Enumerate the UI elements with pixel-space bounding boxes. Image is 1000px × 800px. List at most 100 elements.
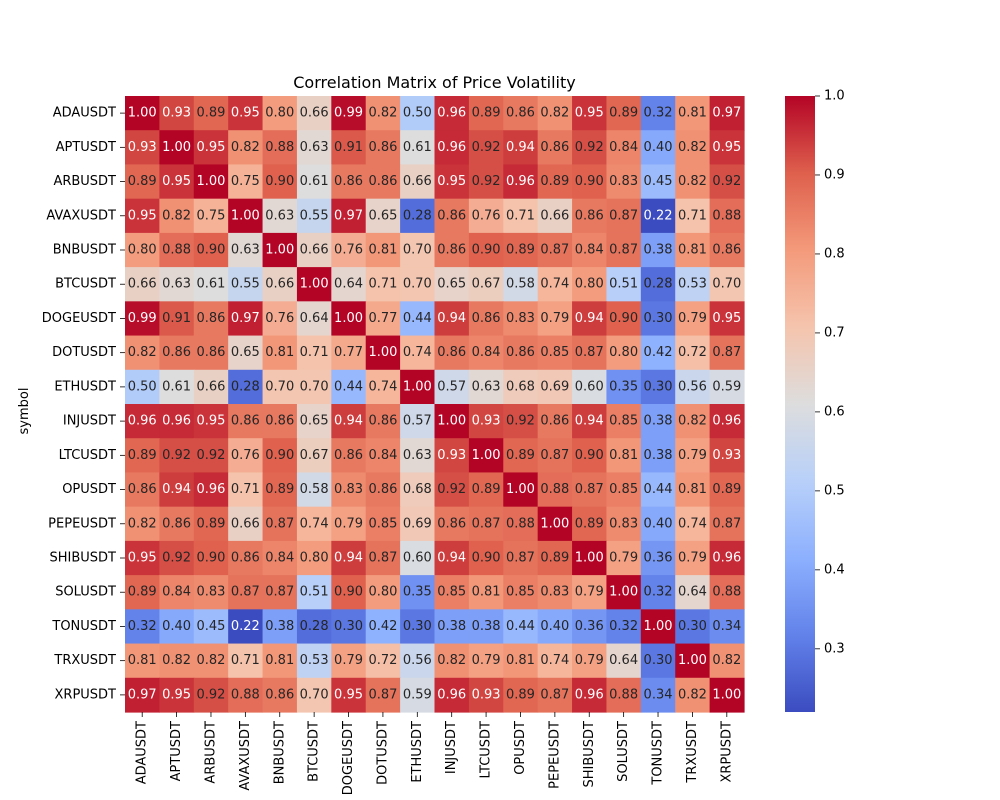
cell-value-label: 0.80 <box>368 585 397 600</box>
cell-value-label: 0.95 <box>712 311 741 326</box>
heatmap-cell <box>159 96 195 131</box>
cell-value-label: 0.79 <box>472 653 501 668</box>
cell-value-label: 0.61 <box>403 140 432 155</box>
heatmap-cell <box>331 643 367 679</box>
cell-value-label: 1.00 <box>712 687 741 702</box>
cell-value-label: 0.30 <box>334 619 363 634</box>
x-tick-label: TRXUSDT <box>685 721 700 784</box>
y-tick-label: PEPEUSDT <box>48 516 116 531</box>
cell-value-label: 1.00 <box>196 174 225 189</box>
cell-value-label: 0.28 <box>644 277 673 292</box>
cell-value-label: 0.40 <box>644 140 673 155</box>
x-tick-label: SOLUSDT <box>616 721 631 782</box>
cell-value-label: 0.84 <box>575 243 604 258</box>
cell-value-label: 0.69 <box>403 516 432 531</box>
cell-value-label: 1.00 <box>575 551 604 566</box>
heatmap-cell <box>606 96 642 131</box>
heatmap-cell <box>606 164 642 200</box>
heatmap-cell <box>125 267 160 302</box>
heatmap-cell <box>709 369 745 405</box>
heatmap-cell <box>159 267 195 302</box>
cell-value-label: 0.82 <box>678 414 707 429</box>
heatmap-cell <box>640 96 676 131</box>
heatmap-cell <box>193 267 229 302</box>
heatmap-cell <box>331 267 367 302</box>
heatmap-cell <box>159 198 195 234</box>
cell-value-label: 0.89 <box>506 243 535 258</box>
cell-value-label: 0.96 <box>575 687 604 702</box>
heatmap-cell <box>159 164 195 200</box>
cell-value-label: 0.66 <box>300 243 329 258</box>
cell-value-label: 0.99 <box>334 106 363 121</box>
cell-value-label: 0.95 <box>334 687 363 702</box>
cell-value-label: 1.00 <box>368 345 397 360</box>
heatmap-cell <box>572 232 608 268</box>
colorbar: 0.3 0.4 0.5 0.6 0.7 0.8 0.9 1.0 <box>785 89 845 712</box>
heatmap-cell <box>262 96 298 131</box>
heatmap-cell <box>537 267 573 302</box>
cell-value-label: 0.89 <box>540 174 569 189</box>
cell-value-label: 0.68 <box>506 379 535 394</box>
x-tick-label: INJUSDT <box>444 721 459 774</box>
heatmap-cell <box>640 472 676 508</box>
heatmap-cell <box>675 335 711 371</box>
heatmap-cell <box>193 506 229 542</box>
heatmap-cell <box>503 643 539 679</box>
cell-value-label: 0.89 <box>265 482 294 497</box>
cell-value-label: 0.79 <box>334 516 363 531</box>
heatmap-cell <box>434 540 470 576</box>
cell-value-label: 0.74 <box>300 516 329 531</box>
cell-value-label: 0.82 <box>678 687 707 702</box>
heatmap-cell <box>228 335 264 371</box>
cell-value-label: 0.79 <box>334 653 363 668</box>
heatmap-cell <box>572 130 608 166</box>
heatmap-cell <box>503 267 539 302</box>
cell-value-label: 0.63 <box>265 208 294 223</box>
cell-value-label: 0.59 <box>403 687 432 702</box>
heatmap-cell <box>193 96 229 131</box>
cell-value-label: 0.81 <box>128 653 157 668</box>
cell-value-label: 0.66 <box>403 174 432 189</box>
cell-value-label: 0.83 <box>540 585 569 600</box>
cell-value-label: 0.85 <box>368 516 397 531</box>
heatmap-cell <box>193 130 229 166</box>
heatmap-cell <box>193 198 229 234</box>
heatmap-cell <box>193 232 229 268</box>
heatmap-cell <box>606 609 642 645</box>
cell-value-label: 0.55 <box>300 208 329 223</box>
heatmap-cell <box>572 438 608 474</box>
heatmap-cell <box>193 404 229 439</box>
heatmap-cell <box>365 130 401 166</box>
heatmap-cell <box>331 96 367 131</box>
heatmap-cell <box>400 438 436 474</box>
cell-value-label: 1.00 <box>300 277 329 292</box>
heatmap-cell <box>262 164 298 200</box>
cell-value-label: 0.38 <box>644 448 673 463</box>
heatmap-cell <box>606 369 642 405</box>
heatmap-cell <box>400 472 436 508</box>
cell-value-label: 0.65 <box>300 414 329 429</box>
heatmap-cell <box>675 96 711 131</box>
cell-value-label: 0.30 <box>678 619 707 634</box>
heatmap-cell <box>709 472 745 508</box>
cell-value-label: 0.85 <box>609 414 638 429</box>
cell-value-label: 0.87 <box>265 585 294 600</box>
cell-value-label: 0.97 <box>128 687 157 702</box>
heatmap-cell <box>675 540 711 576</box>
cell-value-label: 0.89 <box>609 106 638 121</box>
heatmap-cell <box>503 369 539 405</box>
x-tick-label: XRPUSDT <box>719 721 734 783</box>
cell-value-label: 0.40 <box>162 619 191 634</box>
cell-value-label: 0.95 <box>162 174 191 189</box>
cell-value-label: 0.75 <box>231 174 260 189</box>
heatmap-cell <box>331 540 367 576</box>
heatmap-cell <box>434 130 470 166</box>
cell-value-label: 0.61 <box>300 174 329 189</box>
cell-value-label: 0.90 <box>196 551 225 566</box>
cell-value-label: 0.82 <box>128 516 157 531</box>
cell-value-label: 0.86 <box>437 345 466 360</box>
heatmap-cell <box>262 438 298 474</box>
heatmap-cell <box>572 335 608 371</box>
heatmap-cell <box>675 472 711 508</box>
